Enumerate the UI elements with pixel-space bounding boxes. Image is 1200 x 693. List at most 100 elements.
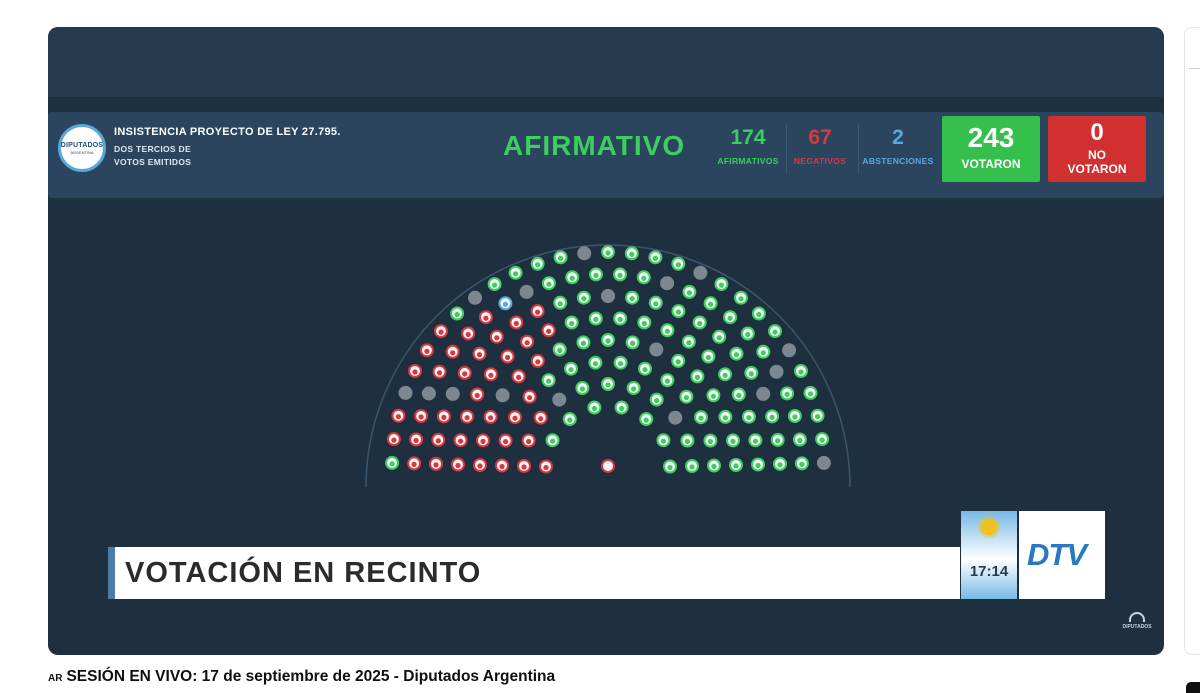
video-top-band xyxy=(48,27,1164,97)
vote-title-line-3: VOTOS EMITIDOS xyxy=(114,157,192,167)
seat-afirmativo-icon xyxy=(508,265,523,280)
seat-negativo-icon xyxy=(445,344,460,359)
seat-negativo-icon xyxy=(453,433,468,448)
negativos-value: 67 xyxy=(808,126,832,149)
seat-afirmativo-icon xyxy=(756,344,771,359)
seat-negativo-icon xyxy=(409,432,424,447)
seat-negativo-icon xyxy=(472,346,487,361)
seat-afirmativo-icon xyxy=(601,333,615,347)
seat-afirmativo-icon xyxy=(639,412,654,427)
clock-time: 17:14 xyxy=(969,563,1009,580)
seat-negativo-icon xyxy=(511,369,526,384)
seat-ausente-icon xyxy=(495,388,510,403)
seat-afirmativo-icon xyxy=(636,270,651,285)
no-votaron-label-1: NO xyxy=(1088,148,1106,162)
abstenciones-label: ABSTENCIONES xyxy=(862,156,934,166)
seat-afirmativo-icon xyxy=(613,355,628,370)
sun-of-may-icon xyxy=(981,519,997,535)
logo-text-2: ARGENTINA xyxy=(70,149,94,155)
seat-negativo-icon xyxy=(530,304,545,319)
seat-afirmativo-icon xyxy=(587,400,602,415)
seat-afirmativo-icon xyxy=(723,310,738,325)
seat-afirmativo-icon xyxy=(792,432,807,447)
side-panel-button[interactable] xyxy=(1186,682,1200,693)
seat-afirmativo-icon xyxy=(545,433,560,448)
seat-negativo-icon xyxy=(483,367,498,382)
divider xyxy=(786,124,787,174)
seat-afirmativo-icon xyxy=(681,334,696,349)
seat-afirmativo-icon xyxy=(714,277,729,292)
vote-title: INSISTENCIA PROYECTO DE LEY 27.795. DOS … xyxy=(114,126,374,169)
seat-afirmativo-icon xyxy=(660,373,675,388)
seat-ausente-icon xyxy=(552,392,567,407)
video-player[interactable]: DIPUTADOS ARGENTINA INSISTENCIA PROYECTO… xyxy=(48,27,1164,655)
seat-ausente-icon xyxy=(668,410,683,425)
seat-afirmativo-icon xyxy=(648,250,663,265)
seat-negativo-icon xyxy=(408,364,422,378)
seat-afirmativo-icon xyxy=(601,377,615,391)
seat-afirmativo-icon xyxy=(694,410,708,425)
seat-afirmativo-icon xyxy=(680,433,695,448)
seat-afirmativo-icon xyxy=(690,369,705,384)
lower-third-banner: VOTACIÓN EN RECINTO xyxy=(108,547,960,599)
side-panel-divider xyxy=(1189,68,1200,69)
no-votaron-label: NO VOTARON xyxy=(1048,148,1146,176)
abstenciones-count: 2 ABSTENCIONES xyxy=(858,126,938,166)
seat-afirmativo-icon xyxy=(613,311,628,326)
seat-afirmativo-icon xyxy=(656,433,671,448)
seat-afirmativo-icon xyxy=(748,433,763,448)
video-title-text: SESIÓN EN VIVO: 17 de septiembre de 2025… xyxy=(66,668,556,685)
seat-afirmativo-icon xyxy=(589,267,603,282)
seat-negativo-icon xyxy=(473,458,487,472)
seat-afirmativo-icon xyxy=(741,409,756,424)
votaron-label: VOTARON xyxy=(961,157,1021,171)
seat-negativo-icon xyxy=(522,389,537,404)
seat-ausente-icon xyxy=(445,386,460,401)
seat-negativo-icon xyxy=(451,457,465,472)
seat-negativo-icon xyxy=(483,409,498,424)
hemicycle-seat-map xyxy=(365,244,851,488)
votaron-box: 243 VOTARON xyxy=(942,116,1040,182)
seat-negativo-icon xyxy=(407,456,422,471)
seat-afirmativo-icon xyxy=(751,306,766,321)
seat-afirmativo-icon xyxy=(744,365,759,380)
seat-afirmativo-icon xyxy=(780,386,795,401)
seat-afirmativo-icon xyxy=(729,346,744,361)
seat-afirmativo-icon xyxy=(815,432,830,447)
seat-afirmativo-icon xyxy=(731,387,746,402)
seat-afirmativo-icon xyxy=(576,335,591,350)
negativos-count: 67 NEGATIVOS xyxy=(784,126,856,166)
seat-afirmativo-icon xyxy=(679,389,694,404)
no-votaron-value: 0 xyxy=(1090,119,1104,146)
seat-ausente-icon xyxy=(782,343,797,358)
seat-afirmativo-icon xyxy=(707,458,721,473)
seat-negativo-icon xyxy=(498,433,513,448)
seat-negativo-icon xyxy=(530,353,545,368)
seat-afirmativo-icon xyxy=(450,306,465,321)
video-title[interactable]: AR SESIÓN EN VIVO: 17 de septiembre de 20… xyxy=(48,668,555,686)
seat-negativo-icon xyxy=(508,410,522,425)
seat-afirmativo-icon xyxy=(530,256,545,271)
logo-text-1: DIPUTADOS xyxy=(60,141,104,149)
seat-negativo-icon xyxy=(520,334,535,349)
seat-negativo-icon xyxy=(457,365,472,380)
seat-negativo-icon xyxy=(517,459,531,473)
seat-afirmativo-icon xyxy=(649,392,664,407)
vote-title-sub: DOS TERCIOS DE VOTOS EMITIDOS xyxy=(114,143,374,169)
side-panel[interactable] xyxy=(1184,27,1200,655)
seat-negativo-icon xyxy=(461,326,476,341)
seat-negativo-icon xyxy=(470,387,485,402)
seat-afirmativo-icon xyxy=(575,381,590,395)
seat-afirmativo-icon xyxy=(638,361,652,376)
seat-afirmativo-icon xyxy=(487,277,502,292)
seat-afirmativo-icon xyxy=(718,367,733,382)
seat-ausente-icon xyxy=(577,246,592,261)
seat-ausente-icon xyxy=(398,385,413,400)
afirmativos-label: AFIRMATIVOS xyxy=(717,156,779,166)
seat-afirmativo-icon xyxy=(787,409,802,423)
seat-ausente-icon xyxy=(660,276,675,291)
seat-negativo-icon xyxy=(460,409,475,424)
seat-afirmativo-icon xyxy=(385,455,400,470)
seat-afirmativo-icon xyxy=(692,315,707,330)
